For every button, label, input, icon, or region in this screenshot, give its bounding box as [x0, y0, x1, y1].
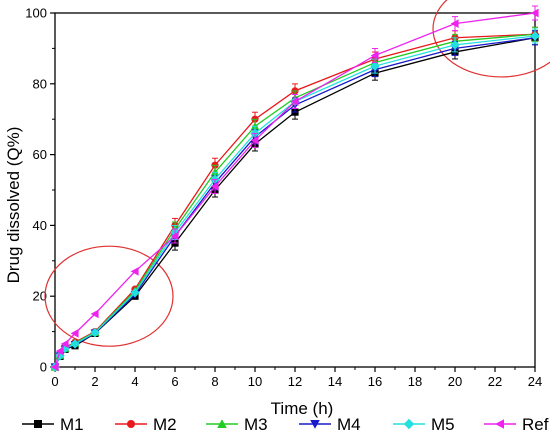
x-tick-label: 22 — [488, 374, 502, 389]
data-point — [55, 346, 64, 356]
legend-label: M3 — [244, 415, 268, 434]
x-tick-label: 8 — [211, 374, 218, 389]
y-tick-label: 60 — [33, 147, 47, 162]
plot-border — [54, 12, 536, 368]
x-tick-label: 0 — [51, 374, 58, 389]
data-point — [70, 339, 80, 349]
annotation-ellipse — [432, 0, 550, 78]
annotation-ellipse — [44, 245, 174, 347]
data-point — [70, 329, 79, 338]
series-m4 — [50, 30, 540, 372]
x-tick-label: 6 — [171, 374, 178, 389]
data-point — [170, 231, 179, 241]
legend-item-m5: M5 — [393, 415, 455, 434]
legend-label: M4 — [337, 415, 361, 434]
series-m5 — [50, 28, 540, 372]
data-point — [90, 327, 100, 338]
y-tick-label: 80 — [33, 76, 47, 91]
series-ref — [50, 5, 539, 372]
legend-item-m4: M4 — [299, 415, 361, 434]
data-point — [450, 40, 460, 50]
data-point — [370, 51, 379, 60]
y-axis: 0 20 40 60 80 100 — [25, 6, 55, 375]
legend-label: M2 — [153, 415, 177, 434]
annotation-layer — [44, 0, 550, 347]
data-point — [450, 19, 459, 28]
legend-marker — [34, 420, 42, 428]
legend-item-m3: M3 — [206, 415, 268, 434]
legend-item-m1: M1 — [22, 415, 84, 434]
legend-marker — [127, 420, 135, 428]
data-point — [250, 136, 259, 145]
data-point — [210, 182, 219, 191]
legend-label: Ref — [522, 415, 549, 434]
x-tick-label: 16 — [368, 374, 382, 389]
data-point — [530, 8, 539, 18]
x-tick-label: 24 — [528, 374, 542, 389]
y-axis-title: Drug dissolved (Q%) — [4, 127, 23, 284]
legend: M1 M2 M3 M4 M5 Ref — [22, 415, 549, 434]
y-tick-label: 100 — [25, 6, 47, 21]
series-layer — [50, 5, 540, 372]
x-tick-label: 12 — [288, 374, 302, 389]
legend-item-m2: M2 — [115, 415, 177, 434]
y-tick-label: 40 — [33, 218, 47, 233]
legend-item-ref: Ref — [484, 415, 549, 434]
legend-label: M5 — [431, 415, 455, 434]
x-tick-label: 10 — [248, 374, 262, 389]
data-point — [90, 309, 99, 319]
data-point — [290, 97, 299, 106]
legend-marker — [217, 419, 227, 428]
legend-label: M1 — [60, 415, 84, 434]
y-tick-label: 0 — [40, 360, 47, 375]
legend-marker — [310, 420, 320, 429]
series-m1 — [51, 30, 539, 371]
series-m3 — [50, 26, 540, 371]
data-point — [530, 31, 540, 41]
series-line — [54, 12, 536, 368]
x-tick-label: 2 — [91, 374, 98, 389]
series-m2 — [51, 26, 539, 371]
plot-frame — [54, 12, 536, 368]
data-point — [370, 61, 380, 71]
x-tick-label: 20 — [448, 374, 462, 389]
legend-marker — [403, 418, 415, 430]
x-axis: 0 2 4 6 8 10 12 14 16 18 20 22 24 — [51, 367, 542, 389]
x-axis-title: Time (h) — [271, 399, 334, 418]
data-point — [130, 287, 140, 298]
x-tick-label: 4 — [131, 374, 138, 389]
x-tick-label: 14 — [328, 374, 342, 389]
legend-marker — [495, 419, 504, 429]
data-point — [60, 339, 69, 349]
x-tick-label: 18 — [408, 374, 422, 389]
y-tick-label: 20 — [33, 289, 47, 304]
data-point — [130, 267, 139, 276]
data-point — [50, 362, 59, 372]
